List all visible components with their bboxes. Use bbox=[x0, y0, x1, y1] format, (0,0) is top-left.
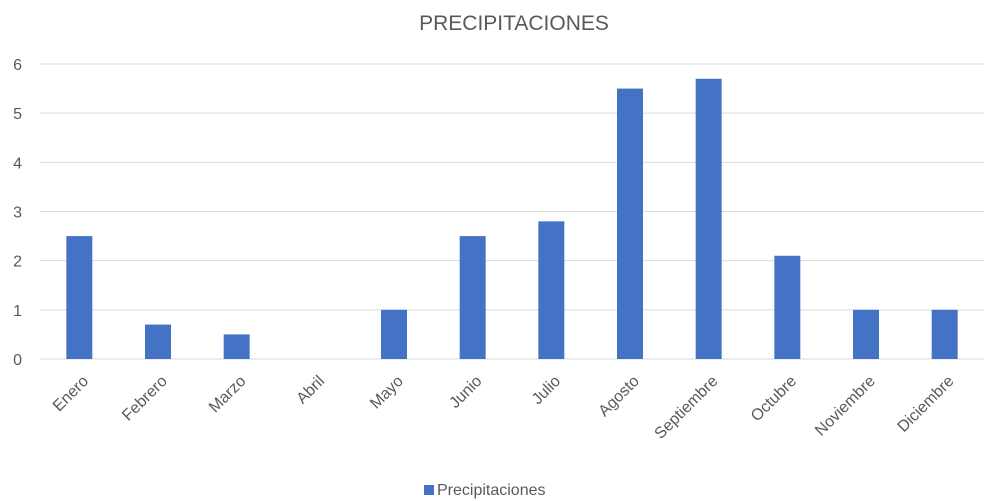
x-tick-label: Abril bbox=[294, 373, 329, 408]
y-axis-ticks: 0 1 2 3 4 5 6 bbox=[13, 57, 22, 369]
y-tick-label: 2 bbox=[13, 254, 22, 271]
x-tick-label: Febrero bbox=[119, 373, 171, 425]
bar bbox=[459, 236, 486, 359]
bar bbox=[695, 78, 722, 359]
x-tick-label: Octubre bbox=[748, 373, 800, 425]
x-tick-label: Mayo bbox=[367, 373, 407, 413]
y-tick-label: 4 bbox=[13, 155, 22, 172]
bar bbox=[538, 221, 565, 359]
x-tick-label: Enero bbox=[50, 373, 92, 415]
y-tick-label: 3 bbox=[13, 205, 22, 222]
bar bbox=[223, 334, 250, 359]
bar bbox=[617, 88, 643, 359]
x-tick-label: Julio bbox=[529, 373, 564, 408]
legend-label: Precipitaciones bbox=[437, 482, 546, 499]
bar bbox=[853, 309, 879, 359]
chart-title: PRECIPITACIONES bbox=[419, 12, 609, 35]
y-tick-label: 0 bbox=[13, 352, 22, 369]
x-tick-label: Agosto bbox=[596, 373, 643, 420]
x-tick-label: Junio bbox=[446, 373, 485, 412]
grid-lines bbox=[40, 63, 984, 360]
bars bbox=[66, 78, 958, 359]
bar bbox=[66, 236, 93, 359]
x-axis-ticks: Enero Febrero Marzo Abril Mayo Junio Julio Agos… bbox=[50, 373, 958, 443]
bar bbox=[931, 309, 958, 359]
x-tick-label: Septiembre bbox=[652, 373, 722, 443]
x-tick-label: Marzo bbox=[206, 373, 250, 417]
y-tick-label: 1 bbox=[13, 303, 22, 320]
y-tick-label: 6 bbox=[13, 57, 22, 74]
bar bbox=[145, 324, 171, 359]
bar bbox=[381, 309, 407, 359]
x-tick-label: Diciembre bbox=[895, 373, 958, 436]
legend: Precipitaciones bbox=[424, 482, 546, 499]
legend-swatch bbox=[424, 485, 434, 495]
y-tick-label: 5 bbox=[13, 106, 22, 123]
x-tick-label: Noviembre bbox=[812, 373, 879, 440]
bar bbox=[774, 255, 801, 359]
